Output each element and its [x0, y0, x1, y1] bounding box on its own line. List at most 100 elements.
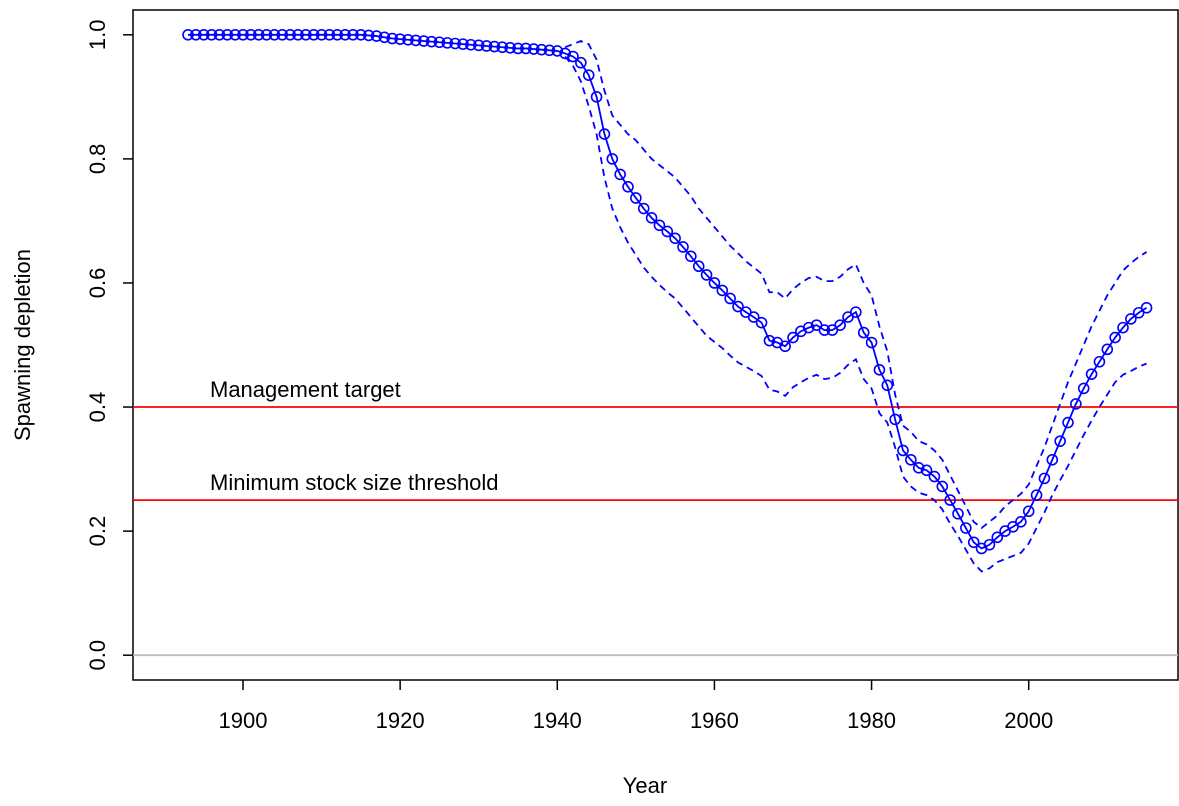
data-point [386, 32, 399, 45]
data-point [614, 168, 626, 181]
data-point [1070, 398, 1082, 410]
data-point [763, 334, 776, 347]
data-point [260, 29, 273, 41]
data-point [520, 42, 532, 55]
data-point [692, 260, 705, 273]
reference-label: Minimum stock size threshold [210, 470, 499, 495]
data-point [905, 453, 917, 466]
x-tick-label: 1940 [533, 708, 582, 733]
data-point [567, 50, 579, 63]
data-point [1085, 368, 1098, 380]
data-point [606, 153, 619, 165]
data-point [732, 300, 744, 313]
data-point [433, 36, 446, 49]
data-point [1054, 435, 1066, 447]
data-point [496, 41, 509, 54]
data-point [991, 531, 1004, 544]
y-axis-label: Spawning depletion [10, 249, 35, 441]
y-tick-label: 1.0 [85, 20, 110, 51]
data-point [685, 250, 697, 263]
data-point [677, 241, 689, 253]
data-point [465, 38, 477, 51]
data-point [425, 35, 438, 48]
data-point [653, 219, 666, 232]
data-point [960, 522, 972, 534]
data-point [912, 462, 925, 474]
data-point [590, 91, 603, 103]
data-point [622, 181, 634, 193]
data-point [307, 29, 320, 41]
data-point [402, 33, 414, 46]
data-point [944, 494, 956, 506]
data-point [339, 29, 351, 41]
data-point [834, 319, 846, 331]
x-tick-label: 2000 [1004, 708, 1053, 733]
data-point [1015, 516, 1027, 528]
x-axis-label: Year [623, 773, 667, 798]
data-point [1062, 416, 1074, 429]
data-point [1093, 355, 1106, 368]
x-tick-label: 1960 [690, 708, 739, 733]
data-point [441, 37, 454, 49]
y-tick-label: 0.6 [85, 268, 110, 299]
data-point [1077, 382, 1090, 395]
data-point [213, 29, 226, 41]
data-point [708, 277, 721, 289]
data-point [700, 269, 713, 281]
x-tick-label: 1920 [376, 708, 425, 733]
data-point [857, 326, 870, 339]
data-point [488, 40, 501, 53]
data-point [362, 29, 375, 42]
data-point [724, 292, 736, 305]
data-point [221, 29, 234, 41]
data-point [551, 45, 564, 57]
data-point [865, 336, 878, 349]
data-point [276, 29, 289, 41]
data-point [873, 364, 886, 376]
data-point [1022, 505, 1035, 518]
data-point [818, 324, 831, 336]
interval-line [564, 55, 1147, 573]
data-point [535, 43, 548, 56]
data-point [1046, 453, 1059, 466]
data-point [637, 202, 650, 215]
data-point [661, 225, 674, 238]
data-point [779, 340, 791, 353]
data-point [394, 33, 406, 45]
data-point [355, 29, 367, 41]
data-point [417, 35, 430, 47]
data-point [802, 321, 815, 334]
data-point [1101, 343, 1114, 356]
data-point [331, 29, 344, 41]
data-point [1109, 331, 1121, 344]
data-point [197, 29, 210, 41]
data-point [850, 306, 862, 318]
data-point [1038, 472, 1051, 485]
data-point [928, 470, 941, 483]
data-point [370, 30, 383, 42]
data-point [897, 444, 909, 457]
data-point [582, 69, 595, 81]
data-point [449, 37, 461, 50]
data-point [480, 40, 493, 52]
data-point [378, 31, 391, 44]
data-point [300, 29, 312, 41]
data-point [292, 29, 304, 41]
data-point [512, 42, 524, 55]
data-point [983, 538, 996, 551]
data-point [598, 128, 611, 140]
data-point [575, 56, 587, 69]
reference-label: Management target [210, 377, 401, 402]
data-point [245, 29, 257, 41]
data-point [716, 284, 729, 297]
data-point [747, 311, 760, 323]
data-point [229, 29, 241, 41]
data-point [347, 29, 359, 41]
y-tick-label: 0.0 [85, 640, 110, 671]
x-tick-label: 1900 [219, 708, 268, 733]
data-point [630, 192, 642, 204]
data-point [315, 29, 328, 41]
y-tick-label: 0.8 [85, 144, 110, 175]
data-point [967, 536, 980, 549]
